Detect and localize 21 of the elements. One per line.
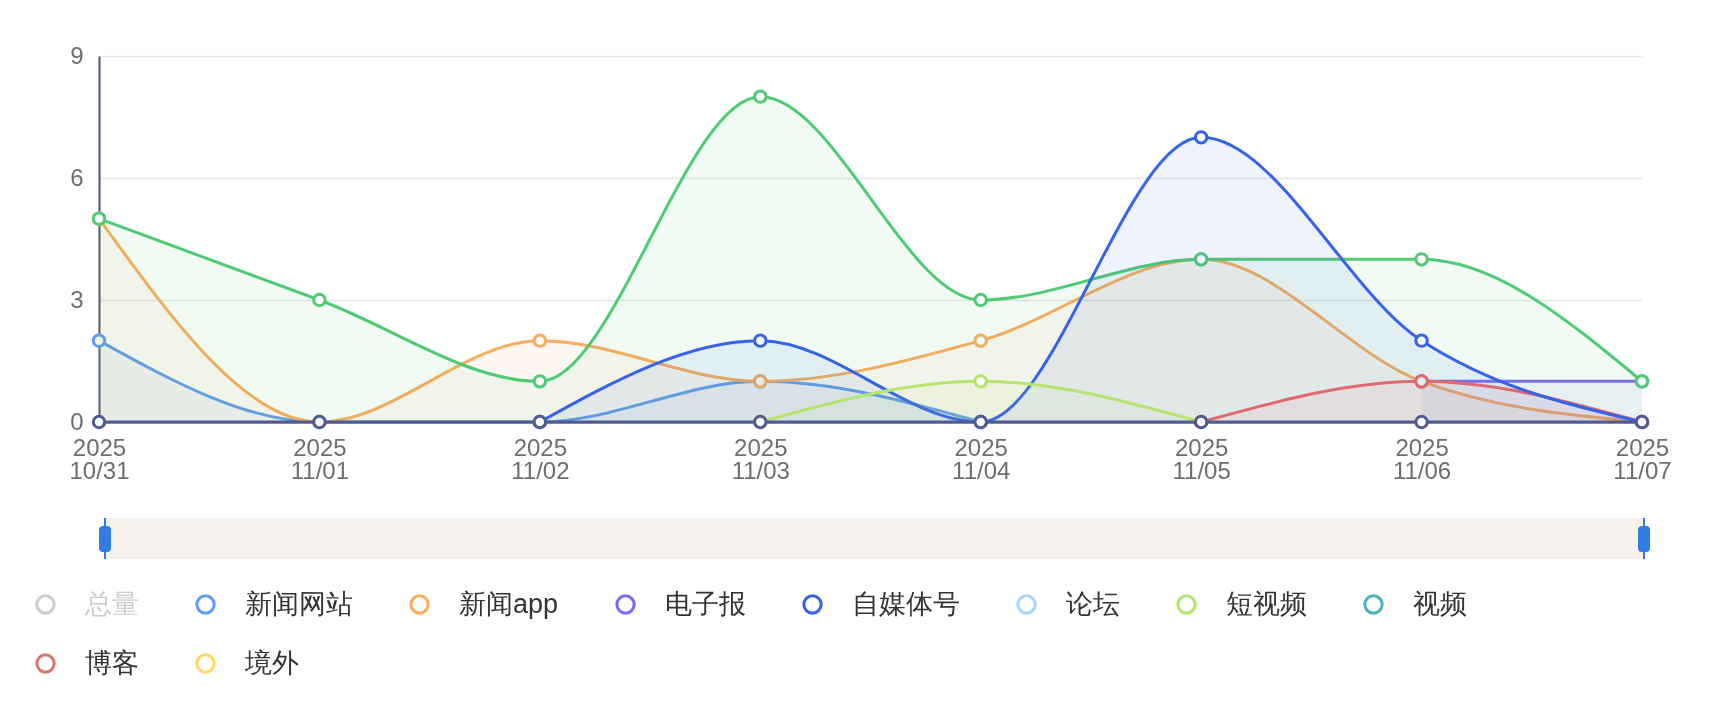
y-tick-label: 0: [70, 407, 84, 435]
x-tick-label: 2025 11/01: [290, 433, 350, 484]
legend-label: 新闻app: [459, 588, 559, 619]
x-tick-label: 2025 11/06: [1392, 433, 1452, 484]
x-tick-label: 2025 11/07: [1613, 433, 1672, 484]
legend-label: 短视频: [1226, 588, 1307, 619]
x-tick-label: 2025 10/31: [69, 433, 130, 484]
x-tick-label: 2025 11/05: [1172, 433, 1231, 484]
x-tick-label: 2025 11/03: [731, 433, 790, 484]
x-tick-label: 2025 11/04: [952, 433, 1011, 484]
y-tick-label: 3: [70, 285, 84, 313]
x-tick-label: 2025 11/02: [511, 433, 570, 484]
legend-label: 新闻网站: [245, 588, 353, 619]
legend-label: 境外: [244, 647, 299, 678]
legend-label: 自媒体号: [852, 588, 960, 619]
y-tick-label: 6: [70, 163, 84, 191]
y-tick-label: 9: [70, 41, 84, 69]
legend-label: 论坛: [1066, 588, 1120, 619]
legend-label: 博客: [85, 647, 139, 678]
legend-label: 电子报: [665, 588, 746, 619]
legend-label: 视频: [1413, 588, 1467, 619]
